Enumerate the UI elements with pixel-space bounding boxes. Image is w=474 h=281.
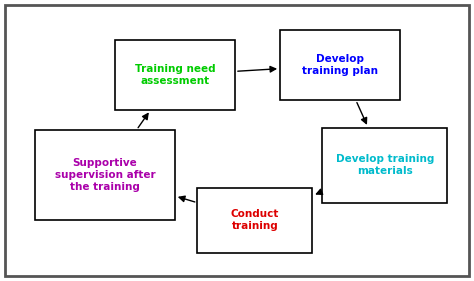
- Bar: [198, 187, 312, 253]
- Text: Develop training
materials: Develop training materials: [336, 154, 434, 176]
- Bar: [35, 130, 175, 220]
- Text: Supportive
supervision after
the training: Supportive supervision after the trainin…: [55, 158, 155, 192]
- Text: Training need
assessment: Training need assessment: [135, 64, 215, 86]
- Bar: [322, 128, 447, 203]
- Text: Conduct
training: Conduct training: [231, 209, 279, 231]
- Text: Develop
training plan: Develop training plan: [302, 54, 378, 76]
- Bar: [280, 30, 400, 100]
- Bar: [115, 40, 235, 110]
